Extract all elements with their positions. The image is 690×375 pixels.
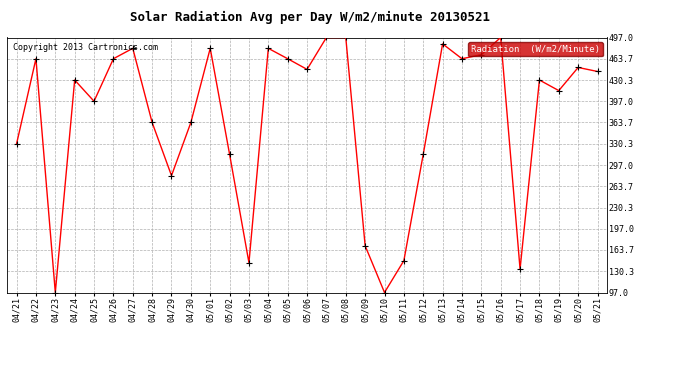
Text: Copyright 2013 Cartronics.com: Copyright 2013 Cartronics.com: [13, 43, 158, 52]
Legend: Radiation  (W/m2/Minute): Radiation (W/m2/Minute): [469, 42, 602, 56]
Text: Solar Radiation Avg per Day W/m2/minute 20130521: Solar Radiation Avg per Day W/m2/minute …: [130, 11, 491, 24]
